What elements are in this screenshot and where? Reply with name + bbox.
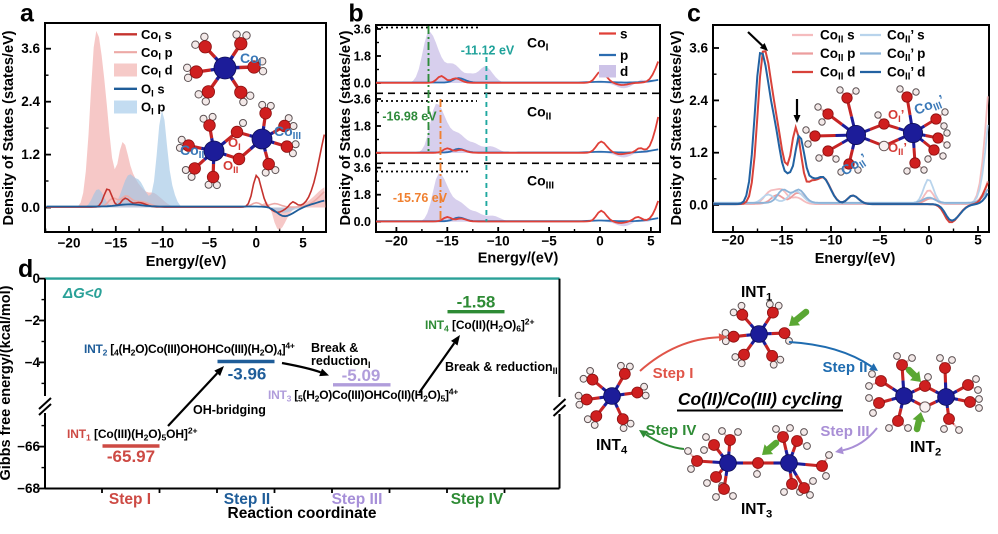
svg-text:3.6: 3.6	[354, 93, 371, 107]
svg-text:Step I: Step I	[109, 491, 151, 508]
svg-text:−66: −66	[17, 439, 40, 454]
svg-text:ΔG<0: ΔG<0	[62, 285, 102, 302]
svg-text:Density of States (states/eV): Density of States (states/eV)	[669, 30, 685, 225]
svg-text:0.0: 0.0	[689, 198, 708, 213]
svg-text:CoI s: CoI s	[141, 27, 172, 44]
svg-text:Energy/(eV): Energy/(eV)	[146, 254, 227, 270]
svg-text:1.8: 1.8	[354, 120, 371, 134]
svg-text:Density of States (states/eV): Density of States (states/eV)	[1, 30, 17, 225]
svg-text:1.2: 1.2	[21, 147, 40, 162]
svg-text:0.0: 0.0	[21, 200, 40, 215]
svg-text:−4: −4	[25, 355, 41, 370]
svg-text:p: p	[620, 48, 628, 63]
svg-text:-16.98 eV: -16.98 eV	[382, 110, 437, 124]
svg-text:5: 5	[647, 234, 655, 249]
svg-text:Step III: Step III	[820, 423, 869, 440]
svg-text:b: b	[348, 0, 363, 28]
svg-text:-15.76 eV: -15.76 eV	[393, 191, 448, 205]
svg-text:-5.09: -5.09	[342, 366, 381, 385]
svg-text:Energy/(eV): Energy/(eV)	[478, 251, 559, 267]
svg-text:0: 0	[925, 233, 933, 248]
svg-text:0.0: 0.0	[354, 147, 371, 161]
svg-text:-11.12 eV: -11.12 eV	[461, 44, 515, 58]
svg-text:CoI d: CoI d	[141, 63, 173, 80]
svg-text:−20: −20	[385, 234, 408, 249]
svg-text:s: s	[620, 27, 628, 42]
svg-text:0: 0	[596, 234, 604, 249]
svg-text:3.6: 3.6	[689, 41, 708, 56]
svg-text:d: d	[620, 64, 628, 79]
svg-text:Gibbs free energy/(kcal/mol): Gibbs free energy/(kcal/mol)	[0, 285, 14, 480]
svg-text:Reaction coordinate: Reaction coordinate	[228, 505, 377, 522]
svg-text:−20: −20	[58, 236, 81, 251]
svg-text:0: 0	[252, 236, 260, 251]
svg-text:Step II: Step II	[822, 359, 867, 376]
svg-text:Density of States (states/eV): Density of States (states/eV)	[338, 30, 354, 225]
svg-text:−10: −10	[487, 234, 510, 249]
svg-text:OI p: OI p	[141, 100, 165, 117]
svg-text:INT3 [5(H2O)Co(III)OHCo(II)(H2: INT3 [5(H2O)Co(III)OHCo(II)(H2O)5]4+	[268, 386, 458, 403]
svg-text:5: 5	[299, 236, 307, 251]
svg-text:−5: −5	[872, 233, 888, 248]
svg-text:−5: −5	[202, 236, 218, 251]
svg-text:reductionI: reductionI	[311, 354, 370, 370]
svg-text:-65.97: -65.97	[107, 447, 155, 466]
svg-text:Break &: Break &	[311, 341, 358, 355]
svg-text:1.8: 1.8	[354, 188, 371, 202]
svg-text:a: a	[20, 0, 35, 28]
svg-text:1.8: 1.8	[354, 50, 371, 64]
svg-text:2.4: 2.4	[21, 94, 40, 109]
svg-text:-1.58: -1.58	[457, 293, 496, 312]
svg-text:0.0: 0.0	[354, 77, 371, 91]
svg-text:−15: −15	[771, 233, 794, 248]
svg-text:Break & reductionII: Break & reductionII	[445, 360, 558, 376]
svg-text:CoI p: CoI p	[141, 45, 173, 62]
svg-text:0.0: 0.0	[354, 215, 371, 229]
svg-text:−10: −10	[151, 236, 174, 251]
svg-text:1.2: 1.2	[689, 145, 708, 160]
svg-text:−15: −15	[104, 236, 127, 251]
svg-text:OI s: OI s	[141, 81, 165, 98]
svg-text:−20: −20	[722, 233, 745, 248]
svg-text:d: d	[18, 255, 33, 283]
svg-text:3.6: 3.6	[354, 161, 371, 175]
svg-text:−10: −10	[820, 233, 843, 248]
svg-text:OI’: OI’	[888, 107, 904, 124]
svg-text:-3.96: -3.96	[228, 365, 267, 384]
svg-text:Step IV: Step IV	[646, 422, 697, 439]
svg-text:0: 0	[32, 271, 40, 286]
svg-text:c: c	[687, 0, 701, 28]
svg-text:−68: −68	[17, 481, 40, 496]
svg-text:Energy/(eV): Energy/(eV)	[815, 251, 896, 267]
svg-text:−15: −15	[436, 234, 459, 249]
svg-text:Co(II)/Co(III) cycling: Co(II)/Co(III) cycling	[678, 389, 843, 409]
svg-text:3.6: 3.6	[21, 41, 40, 56]
svg-text:Step I: Step I	[653, 365, 694, 382]
svg-text:Step IV: Step IV	[451, 491, 504, 508]
svg-text:5: 5	[974, 233, 982, 248]
svg-text:−2: −2	[25, 313, 40, 328]
svg-text:OH-bridging: OH-bridging	[193, 403, 266, 417]
svg-text:OII’: OII’	[888, 140, 907, 157]
svg-text:2.4: 2.4	[689, 93, 708, 108]
svg-text:−5: −5	[541, 234, 557, 249]
